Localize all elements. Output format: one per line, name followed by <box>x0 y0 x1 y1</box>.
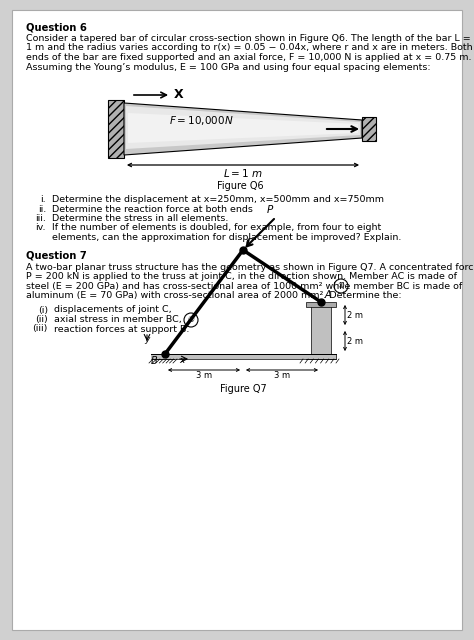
Text: Figure Q6: Figure Q6 <box>217 181 264 191</box>
Text: Question 7: Question 7 <box>26 250 87 260</box>
Text: Consider a tapered bar of circular cross-section shown in Figure Q6. The length : Consider a tapered bar of circular cross… <box>26 34 471 43</box>
Text: If the number of elements is doubled, for example, from four to eight: If the number of elements is doubled, fo… <box>52 223 381 232</box>
Text: displacements of joint C,: displacements of joint C, <box>54 305 172 314</box>
Text: y: y <box>144 335 150 344</box>
Text: 2 m: 2 m <box>347 337 363 346</box>
Text: ①: ① <box>337 282 345 291</box>
Text: $F = 10{,}000$N: $F = 10{,}000$N <box>169 114 234 127</box>
Text: B: B <box>150 356 157 366</box>
Text: Question 6: Question 6 <box>26 22 87 32</box>
Text: aluminum (E = 70 GPa) with cross-sectional area of 2000 mm². Determine the:: aluminum (E = 70 GPa) with cross-section… <box>26 291 401 300</box>
Text: axial stress in member BC,: axial stress in member BC, <box>54 315 182 324</box>
Text: P = 200 kN is applied to the truss at joint C, in the direction shown. Member AC: P = 200 kN is applied to the truss at jo… <box>26 272 457 281</box>
Text: A two-bar planar truss structure has the geometry as shown in Figure Q7. A conce: A two-bar planar truss structure has the… <box>26 262 474 271</box>
Text: ②: ② <box>188 316 194 324</box>
Polygon shape <box>128 113 358 143</box>
Text: Determine the stress in all elements.: Determine the stress in all elements. <box>52 214 228 223</box>
Text: A: A <box>325 290 332 300</box>
Text: 2 m: 2 m <box>347 310 363 319</box>
Text: Figure Q7: Figure Q7 <box>219 384 266 394</box>
Text: $L = 1$ m: $L = 1$ m <box>223 167 263 179</box>
Text: 1 m and the radius varies according to r(x) = 0.05 − 0.04x, where r and x are in: 1 m and the radius varies according to r… <box>26 44 473 52</box>
Text: 3 m: 3 m <box>274 371 290 380</box>
Text: X: X <box>174 88 183 102</box>
Polygon shape <box>126 106 360 149</box>
Text: x: x <box>179 356 184 365</box>
Text: P: P <box>267 205 273 215</box>
Text: (i): (i) <box>38 305 48 314</box>
Text: 3 m: 3 m <box>196 371 212 380</box>
Bar <box>306 302 336 307</box>
Text: i.: i. <box>40 195 46 204</box>
Bar <box>156 354 174 359</box>
Polygon shape <box>124 103 362 155</box>
Bar <box>311 304 331 354</box>
Text: (ii): (ii) <box>35 315 48 324</box>
Text: elements, can the approximation for displacement be improved? Explain.: elements, can the approximation for disp… <box>52 233 401 242</box>
Text: C: C <box>246 238 253 248</box>
Text: steel (E = 200 GPa) and has cross-sectional area of 1000 mm² while member BC is : steel (E = 200 GPa) and has cross-sectio… <box>26 282 462 291</box>
Bar <box>108 100 124 158</box>
Text: (iii): (iii) <box>33 324 48 333</box>
Bar <box>306 354 336 359</box>
Text: Assuming the Young’s modulus, E = 100 GPa and using four equal spacing elements:: Assuming the Young’s modulus, E = 100 GP… <box>26 63 430 72</box>
Text: Determine the reaction force at both ends: Determine the reaction force at both end… <box>52 205 253 214</box>
Text: iv.: iv. <box>36 223 46 232</box>
Text: Determine the displacement at x=250mm, x=500mm and x=750mm: Determine the displacement at x=250mm, x… <box>52 195 384 204</box>
Text: reaction forces at support B.: reaction forces at support B. <box>54 324 190 333</box>
Bar <box>362 117 376 141</box>
Text: ii.: ii. <box>38 205 46 214</box>
Text: ends of the bar are fixed supported and an axial force, F = 10,000 N is applied : ends of the bar are fixed supported and … <box>26 53 472 62</box>
Text: iii.: iii. <box>35 214 46 223</box>
